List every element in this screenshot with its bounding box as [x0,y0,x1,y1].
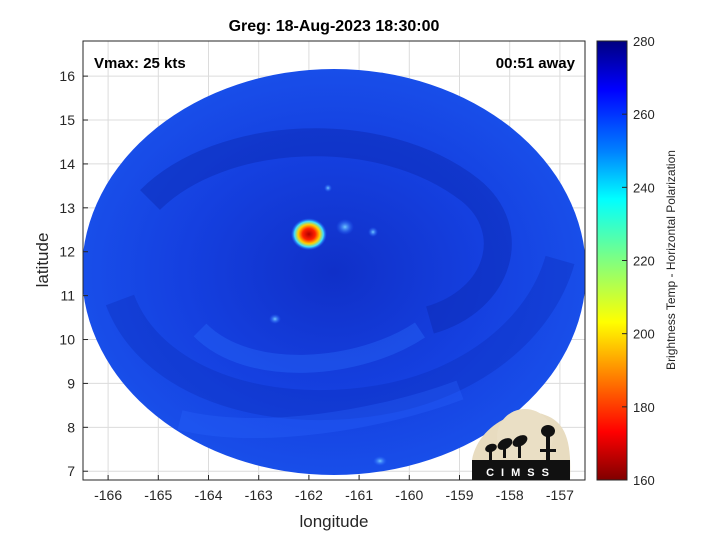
plot-frame [82,40,586,481]
x-tick-label: -161 [345,487,373,503]
x-tick-label: -165 [144,487,172,503]
colorbar-tick-label: 220 [633,254,655,269]
cloud-band [177,380,464,439]
y-tick-label: 15 [59,112,75,128]
convective-cell [324,184,332,192]
x-tick-label: -163 [245,487,273,503]
colorbar-tick-label: 260 [633,107,655,122]
convective-cell [336,219,354,235]
colorbar: 160 180 200 220 240 260 280 Brightness Temp - … [596,34,678,488]
y-tick-label: 10 [59,332,75,348]
y-tick-label: 7 [67,463,75,479]
y-axis: 7 8 9 10 11 12 13 14 15 16 [59,68,88,479]
x-axis-label: longitude [299,512,368,531]
colorbar-tick-label: 200 [633,327,655,342]
y-tick-label: 16 [59,68,75,84]
y-tick-label: 14 [59,156,75,172]
logo-text: CIMSS [486,467,556,479]
swath-disk [83,69,585,475]
y-tick-label: 9 [67,375,75,391]
x-axis: -166 -165 -164 -163 -162 -161 -160 -159 -158 -157 [94,475,574,503]
time-away-label: 00:51 away [496,55,576,72]
storm-core [290,218,327,251]
cloud-band [140,128,512,334]
y-tick-label: 13 [59,200,75,216]
x-tick-label: -166 [94,487,122,503]
x-tick-label: -160 [395,487,423,503]
colorbar-tick-label: 180 [633,400,655,415]
colorbar-ticks: 160 180 200 220 240 260 280 [622,34,655,488]
colorbar-tick-label: 160 [633,473,655,488]
y-tick-label: 12 [59,244,75,260]
x-tick-label: -158 [496,487,524,503]
x-tick-label: -164 [194,487,222,503]
cimss-logo: CIMSS [472,409,571,480]
y-tick-label: 8 [67,419,75,435]
plot-area: -166 -165 -164 -163 -162 -161 -160 -159 -158 -157… [59,40,586,503]
convective-cell [269,314,281,324]
x-tick-label: -159 [445,487,473,503]
x-tick-label: -157 [546,487,574,503]
colorbar-tick-label: 280 [633,34,655,49]
cloud-band [105,255,575,421]
cloud-band [193,322,425,373]
figure-title: Greg: 18-Aug-2023 18:30:00 [229,18,440,35]
x-tick-label: -162 [295,487,323,503]
convective-cell [368,227,378,237]
colorbar-tick-label: 240 [633,180,655,195]
vmax-label: Vmax: 25 kts [94,55,186,72]
convective-cell [373,456,387,466]
y-tick-label: 11 [60,288,75,304]
colorbar-label: Brightness Temp - Horizontal Polarizatio… [664,150,678,370]
y-axis-label: latitude [33,233,52,288]
